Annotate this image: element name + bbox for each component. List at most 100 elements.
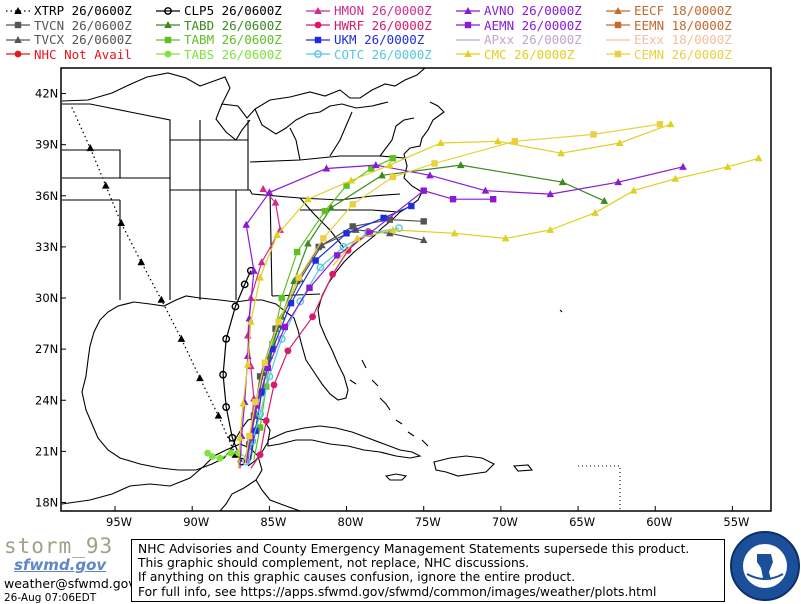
track-point [426,171,434,179]
track-point [320,235,327,242]
track-point [273,230,281,238]
lat-tick-label: 33N [35,240,58,254]
legend-marker [14,50,22,58]
legend-item: CEMN 26/0000Z [605,47,732,62]
legend-label: TABS 26/0600Z [184,46,282,62]
track-point [481,186,490,194]
track-point [368,165,375,172]
track-point [316,263,325,272]
storm-logo-block: storm_93 sfwmd.gov weather@sfwmd.gov 26-… [2,534,136,604]
track-point [295,274,302,281]
track-clp5 [219,266,255,466]
legend-label: APxx 26/0000Z [484,32,582,48]
track-line [71,106,236,456]
legend-label: UKM 26/0000Z [334,32,425,48]
legend-swatch-icon [156,6,180,15]
track-point [501,234,510,242]
track-point [347,176,355,184]
track-point [546,225,555,233]
legend-item: XTRP 26/0600Z [5,3,132,18]
legend-item: APxx 26/0000Z [455,32,582,47]
contact-email: weather@sfwmd.gov [4,576,136,591]
legend-marker [164,21,172,29]
track-cemn [244,121,664,466]
legend-label: NHC Not Avail [34,46,132,62]
legend-swatch-icon [606,39,630,41]
track-point [86,144,95,152]
track-line [222,270,252,462]
lat-tick-label: 18N [35,495,58,509]
legend-item: EExx 18/0000Z [605,32,732,47]
track-ukm [248,202,415,464]
disclaimer-box: NHC Advisories and County Emergency Mana… [131,539,725,602]
longitude-ticks: 95W 90W 85W 80W 75W 70W 65W 60W 55W [106,506,749,529]
track-point [380,214,387,222]
track-point [242,220,251,228]
legend-swatch-icon [456,39,480,41]
track-point [389,173,397,181]
track-point [449,195,457,203]
lat-tick-label: 21N [35,444,58,458]
legend-swatch-icon [156,50,180,58]
track-point [157,295,166,303]
track-point [511,138,518,145]
track-point [304,195,312,203]
track-point [259,184,267,192]
track-point [343,230,350,237]
disclaimer-line: NHC Advisories and County Emergency Mana… [138,542,690,556]
legend-swatch-icon [156,36,180,43]
legend-item: AEMN 26/0000Z [455,18,582,33]
track-point [322,164,331,172]
lat-tick-label: 36N [35,189,58,203]
track-point [590,131,597,138]
legend-label: HMON 26/0000Z [334,3,432,18]
legend-label: EECF 18/0000Z [634,3,732,18]
track-point [216,454,224,462]
track-point [395,224,403,233]
legend-swatch-icon [606,51,630,58]
track-point [296,297,305,306]
track-point [385,161,394,169]
legend-item: TVCN 26/0600Z [5,18,132,33]
track-point [265,188,274,196]
track-point [264,364,272,372]
track-point [349,201,356,208]
track-point [256,373,264,380]
track-point [246,432,253,440]
track-point [353,234,362,242]
legend-label: CEMN 26/0000Z [634,46,732,62]
track-xtrp [71,106,240,458]
track-point [546,190,555,198]
legend-label: HWRF 26/0000Z [334,17,432,33]
lon-tick-label: 80W [338,515,364,529]
track-point [252,398,259,406]
track-point [228,433,237,442]
track-point [494,137,502,145]
plot-frame [60,67,772,512]
legend-marker [464,21,472,29]
track-point [262,417,270,425]
track-point [334,252,341,259]
track-point [281,323,289,331]
legend-marker [314,6,322,14]
track-point [256,424,264,431]
track-point [329,270,337,278]
track-point [558,178,567,186]
track-point [723,162,732,170]
track-point [293,248,301,256]
track-point [253,402,261,409]
legend-swatch-icon [456,6,480,14]
track-point [137,258,146,266]
track-point [372,161,380,169]
track-point [222,403,231,411]
track-point [309,313,316,321]
map-coastlines [61,68,621,511]
track-point [269,345,276,353]
legend-swatch-icon [6,50,30,58]
track-point [436,138,445,146]
track-point [236,433,244,441]
legend-marker [614,6,622,14]
legend-item: HMON 26/0000Z [305,3,432,18]
track-point [408,202,415,210]
track-point [557,149,565,157]
